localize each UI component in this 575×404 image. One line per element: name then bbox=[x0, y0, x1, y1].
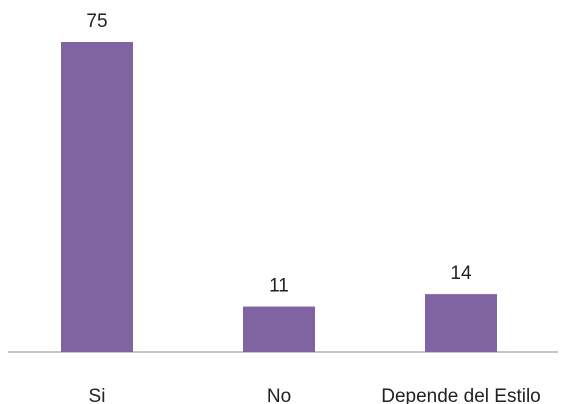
bar bbox=[425, 294, 497, 352]
x-tick-label: Si bbox=[89, 386, 106, 404]
data-label: 11 bbox=[269, 276, 289, 297]
x-tick-label: No bbox=[267, 386, 291, 404]
data-label: 75 bbox=[86, 11, 107, 32]
data-label: 14 bbox=[450, 263, 472, 284]
bar bbox=[243, 306, 315, 352]
bar bbox=[61, 42, 133, 352]
x-tick-label: Depende del Estilo bbox=[381, 386, 541, 404]
